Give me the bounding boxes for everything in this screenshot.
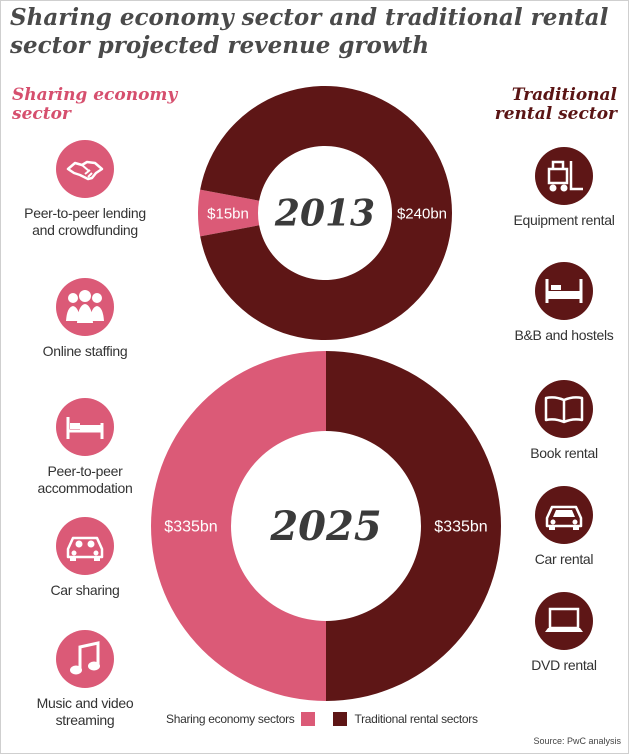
donut-2013-slice-sharing xyxy=(198,189,260,237)
bed-icon xyxy=(56,398,114,456)
sharing-item-car-sharing: Car sharing xyxy=(20,517,150,599)
laptop-icon xyxy=(535,592,593,650)
sharing-item-label: Music and video streaming xyxy=(36,695,134,728)
sharing-item-label: Car sharing xyxy=(50,582,120,598)
legend-traditional-swatch xyxy=(332,712,347,726)
traditional-rental-heading: Traditional rental sector xyxy=(494,85,617,124)
donut-2025-value-sharing: $335bn xyxy=(164,519,217,536)
forklift-icon xyxy=(535,147,593,205)
donut-2013-slice-traditional xyxy=(200,85,452,341)
people-icon xyxy=(56,278,114,336)
music-note-icon xyxy=(56,630,114,688)
open-book-icon xyxy=(535,380,593,438)
handshake-icon xyxy=(56,140,114,198)
rental-item-equipment: Equipment rental xyxy=(499,147,629,229)
donut-2013-value-traditional: $240bn xyxy=(397,205,447,222)
sharing-item-p2p-accommodation: Peer-to-peer accommodation xyxy=(20,398,150,497)
rental-item-car: Car rental xyxy=(499,486,629,568)
rental-item-label: B&B and hostels xyxy=(514,327,614,343)
car-icon xyxy=(535,486,593,544)
donut-2013-year-label: 2013 xyxy=(274,193,375,235)
donut-2025-year-label: 2025 xyxy=(269,503,381,550)
bed-icon xyxy=(535,262,593,320)
source-note: Source: PwC analysis xyxy=(533,736,621,746)
donut-2025-value-traditional: $335bn xyxy=(434,519,487,536)
sharing-item-music-streaming: Music and video streaming xyxy=(20,630,150,729)
rental-item-label: DVD rental xyxy=(531,657,597,673)
sharing-item-p2p-lending: Peer-to-peer lending and crowdfunding xyxy=(20,140,150,239)
legend-sharing-label: Sharing economy sectors xyxy=(166,712,295,726)
donut-2013-value-sharing: $15bn xyxy=(207,205,249,222)
sharing-item-label: Peer-to-peer lending and crowdfunding xyxy=(24,205,146,238)
sharing-economy-heading: Sharing economy sector xyxy=(12,85,178,124)
car-icon xyxy=(56,517,114,575)
rental-item-bnb-hostels: B&B and hostels xyxy=(499,262,629,344)
legend-traditional-label: Traditional rental sectors xyxy=(354,712,478,726)
sharing-item-label: Peer-to-peer accommodation xyxy=(37,463,133,496)
rental-item-label: Book rental xyxy=(530,445,598,461)
legend-sharing-swatch xyxy=(300,712,315,726)
chart-legend: Sharing economy sectors Traditional rent… xyxy=(166,712,478,726)
rental-item-book: Book rental xyxy=(499,380,629,462)
chart-title: Sharing economy sector and traditional r… xyxy=(10,4,609,59)
donut-2025-slice-traditional xyxy=(326,351,501,701)
rental-item-label: Equipment rental xyxy=(513,212,615,228)
rental-item-dvd: DVD rental xyxy=(499,592,629,674)
rental-item-label: Car rental xyxy=(534,551,594,567)
sharing-item-label: Online staffing xyxy=(42,343,128,359)
donut-2025-slice-sharing xyxy=(151,351,326,701)
sharing-item-online-staffing: Online staffing xyxy=(20,278,150,360)
